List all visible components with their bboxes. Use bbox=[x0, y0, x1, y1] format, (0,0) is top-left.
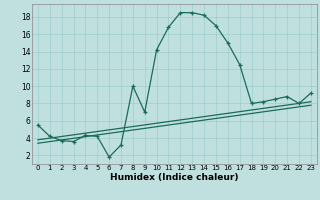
X-axis label: Humidex (Indice chaleur): Humidex (Indice chaleur) bbox=[110, 173, 239, 182]
